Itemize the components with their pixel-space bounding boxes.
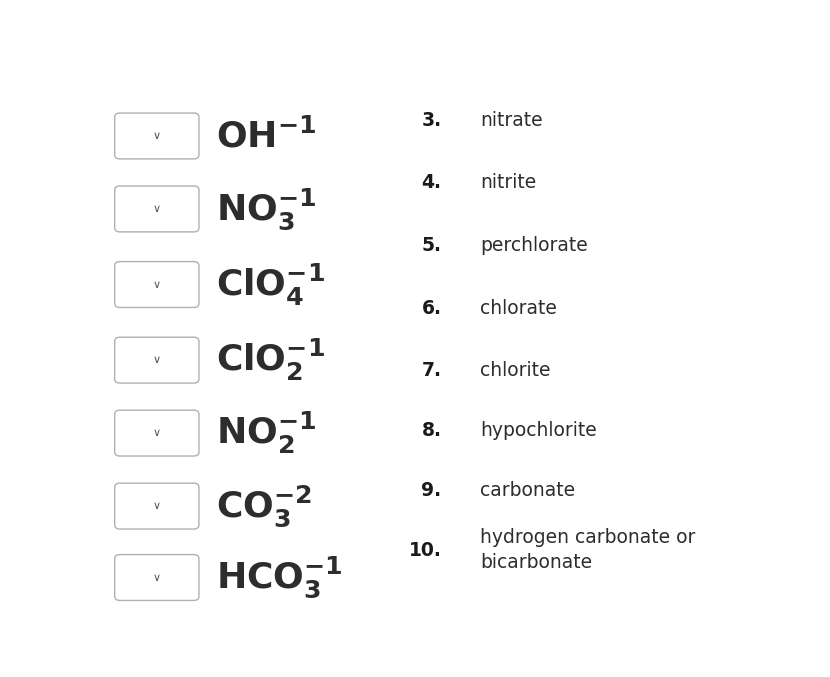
- Text: ∨: ∨: [153, 204, 161, 214]
- Text: nitrite: nitrite: [480, 173, 536, 192]
- Text: 10.: 10.: [408, 541, 442, 560]
- Text: 6.: 6.: [422, 299, 442, 318]
- Text: ∨: ∨: [153, 280, 161, 290]
- Text: $\mathbf{OH}^{\mathbf{-1}}$: $\mathbf{OH}^{\mathbf{-1}}$: [217, 118, 317, 154]
- Text: $\mathbf{ClO}_{\mathbf{2}}^{\mathbf{-1}}$: $\mathbf{ClO}_{\mathbf{2}}^{\mathbf{-1}}…: [217, 337, 325, 383]
- Text: 3.: 3.: [422, 111, 442, 130]
- Text: perchlorate: perchlorate: [480, 236, 588, 255]
- Text: 5.: 5.: [422, 236, 442, 255]
- Text: 7.: 7.: [422, 361, 442, 380]
- FancyBboxPatch shape: [115, 483, 199, 529]
- Text: 8.: 8.: [422, 421, 442, 440]
- FancyBboxPatch shape: [115, 337, 199, 383]
- Text: ∨: ∨: [153, 355, 161, 365]
- FancyBboxPatch shape: [115, 554, 199, 600]
- Text: hydrogen carbonate or
bicarbonate: hydrogen carbonate or bicarbonate: [480, 529, 696, 572]
- Text: 4.: 4.: [422, 173, 442, 192]
- FancyBboxPatch shape: [115, 186, 199, 232]
- Text: ∨: ∨: [153, 573, 161, 582]
- Text: $\mathbf{CO}_{\mathbf{3}}^{\mathbf{-2}}$: $\mathbf{CO}_{\mathbf{3}}^{\mathbf{-2}}$: [217, 483, 312, 529]
- Text: $\mathbf{ClO}_{\mathbf{4}}^{\mathbf{-1}}$: $\mathbf{ClO}_{\mathbf{4}}^{\mathbf{-1}}…: [217, 261, 325, 307]
- Text: nitrate: nitrate: [480, 111, 543, 130]
- Text: ∨: ∨: [153, 428, 161, 438]
- Text: $\mathbf{NO}_{\mathbf{2}}^{\mathbf{-1}}$: $\mathbf{NO}_{\mathbf{2}}^{\mathbf{-1}}$: [217, 410, 317, 456]
- Text: hypochlorite: hypochlorite: [480, 421, 597, 440]
- FancyBboxPatch shape: [115, 410, 199, 456]
- Text: chlorate: chlorate: [480, 299, 557, 318]
- Text: chlorite: chlorite: [480, 361, 550, 380]
- FancyBboxPatch shape: [115, 261, 199, 307]
- Text: 9.: 9.: [422, 481, 442, 500]
- Text: carbonate: carbonate: [480, 481, 575, 500]
- Text: $\mathbf{HCO}_{\mathbf{3}}^{\mathbf{-1}}$: $\mathbf{HCO}_{\mathbf{3}}^{\mathbf{-1}}…: [217, 554, 343, 600]
- Text: $\mathbf{NO}_{\mathbf{3}}^{\mathbf{-1}}$: $\mathbf{NO}_{\mathbf{3}}^{\mathbf{-1}}$: [217, 186, 317, 232]
- FancyBboxPatch shape: [115, 113, 199, 159]
- Text: ∨: ∨: [153, 131, 161, 141]
- Text: ∨: ∨: [153, 501, 161, 511]
